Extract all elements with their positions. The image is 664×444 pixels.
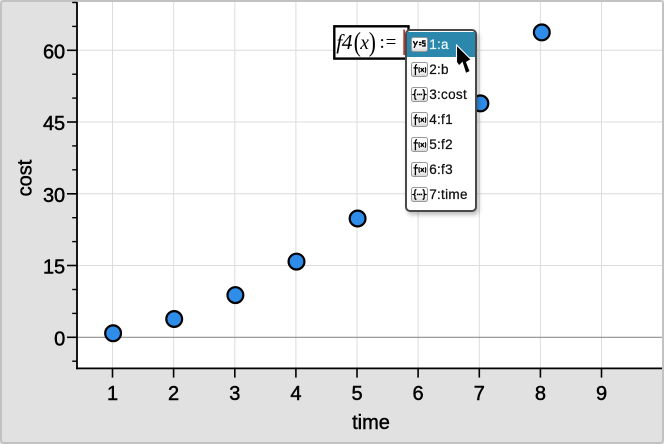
svg-text:15: 15 [43,257,65,279]
svg-text:x: x [359,33,369,54]
svg-text::=: := [380,32,398,53]
svg-text:cost: cost [15,159,37,196]
svg-text:time: time [352,412,390,434]
svg-text:8: 8 [535,383,546,405]
svg-text:(: ( [354,27,361,57]
svg-text:60: 60 [43,41,65,63]
svg-text:2: 2 [168,383,179,405]
svg-text:3: 3 [229,383,240,405]
svg-text:6: 6 [413,383,424,405]
svg-text:9: 9 [596,383,607,405]
svg-text:45: 45 [43,113,65,135]
svg-text:f4: f4 [336,30,353,54]
svg-text:0: 0 [54,328,65,350]
svg-text:30: 30 [43,185,65,207]
svg-text:7: 7 [474,383,485,405]
svg-text:): ) [369,27,376,57]
svg-text:1: 1 [107,383,118,405]
svg-text:4: 4 [290,383,301,405]
svg-text:5: 5 [351,383,362,405]
